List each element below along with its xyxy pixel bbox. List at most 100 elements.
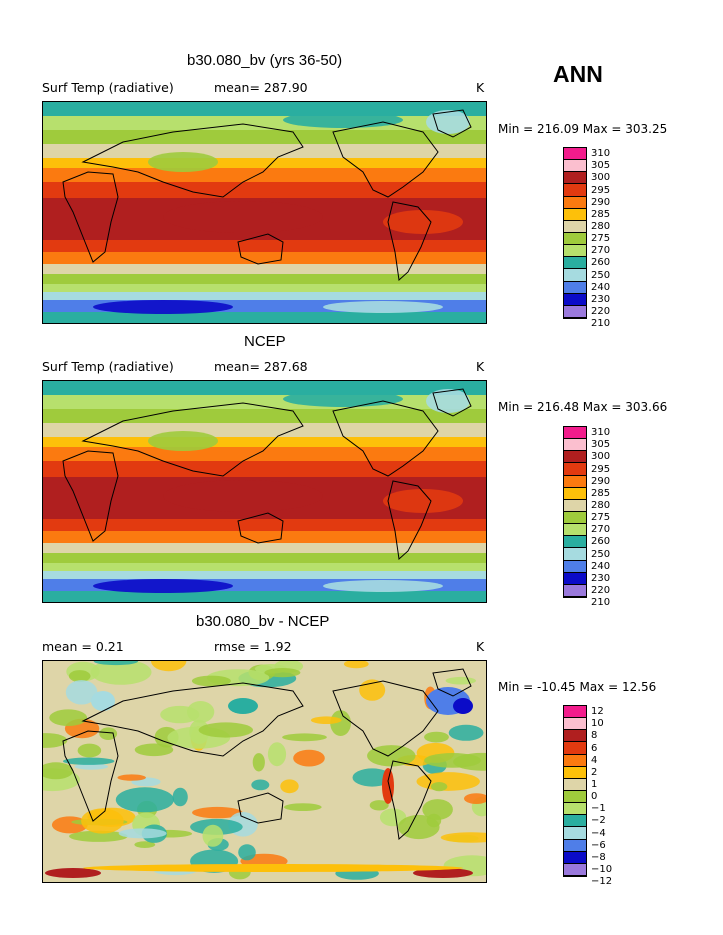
colorbar-swatch [564, 572, 586, 585]
colorbar-tick-label: 300 [591, 451, 611, 463]
map-band [43, 182, 486, 198]
map-band [43, 591, 486, 602]
map-patch [453, 698, 473, 714]
colorbar-tick-label: 280 [591, 220, 611, 232]
map-patch [202, 824, 224, 847]
colorbar-tick-label: −10 [591, 863, 613, 875]
colorbar-tick-label: 220 [591, 584, 611, 596]
map-patch [93, 300, 233, 314]
map-patch [280, 779, 299, 794]
colorbar-swatch [564, 742, 586, 755]
map-patch [445, 676, 476, 685]
map-band [43, 437, 486, 447]
map-patch [198, 722, 253, 738]
map-patch [464, 793, 486, 804]
map-patch [430, 782, 448, 792]
colorbar-tick-label: 290 [591, 196, 611, 208]
map-patch [160, 705, 200, 724]
colorbar-tick-label: 270 [591, 245, 611, 257]
panel-3-title: b30.080_bv - NCEP [196, 613, 330, 630]
panel-3-colorbar: 12 10 8 6 4 2 1 0 −1 −2 −4 −6 −8 −10 −12 [563, 705, 612, 887]
colorbar-swatch [564, 269, 586, 282]
panel-2-title: NCEP [244, 333, 286, 350]
colorbar-tick-label: 8 [591, 730, 598, 742]
colorbar-swatch [564, 863, 586, 876]
map-patch [49, 709, 88, 726]
colorbar-swatch [564, 791, 586, 804]
coastline [387, 760, 432, 840]
map-patch [383, 210, 463, 234]
panel-3-rmse-label: rmse = 1.92 [214, 639, 292, 654]
colorbar-swatch [564, 584, 586, 597]
colorbar-swatch [564, 293, 586, 306]
map-patch [323, 580, 443, 592]
coastline [332, 680, 439, 757]
colorbar-swatch [564, 839, 586, 852]
map-band [43, 409, 486, 423]
colorbar-swatch [564, 778, 586, 791]
colorbar-swatch [564, 257, 586, 270]
map-patch [359, 679, 386, 701]
map-band [43, 144, 486, 158]
colorbar-tick-label: 1 [591, 778, 598, 790]
colorbar-tick-label: 210 [591, 318, 611, 330]
map-band [43, 158, 486, 168]
panel-3-units: K [476, 639, 485, 654]
map-patch [330, 710, 351, 736]
coastline [332, 121, 439, 198]
colorbar-swatch [564, 439, 586, 452]
colorbar-swatch [564, 196, 586, 209]
colorbar-swatch [564, 754, 586, 767]
map-patch [93, 661, 139, 666]
map-band [43, 553, 486, 563]
map-band [43, 240, 486, 252]
colorbar-swatch [564, 512, 586, 525]
panel-2-minmax: Min = 216.48 Max = 303.66 [498, 400, 668, 414]
map-band [43, 571, 486, 579]
colorbar-tick-label: 300 [591, 172, 611, 184]
map-patch [228, 698, 258, 714]
map-band [43, 274, 486, 284]
panel-1-title: b30.080_bv (yrs 36-50) [187, 52, 343, 69]
map-band [43, 252, 486, 264]
map-patch [65, 680, 98, 705]
panel-1-mean-label: mean= 287.90 [214, 80, 308, 95]
panel-2-mean-label: mean= 287.68 [214, 359, 308, 374]
map-patch [369, 800, 389, 811]
colorbar-swatch [564, 305, 586, 318]
map-patch [68, 670, 91, 683]
map-band [43, 381, 486, 395]
colorbar-swatch [564, 815, 586, 828]
colorbar-swatch [564, 487, 586, 500]
panel-1-map [42, 101, 487, 324]
colorbar-tick-label: 295 [591, 184, 611, 196]
map-band [43, 563, 486, 571]
map-patch [81, 808, 124, 834]
map-patch [293, 749, 325, 767]
map-patch [91, 691, 115, 711]
map-band [43, 531, 486, 543]
map-patch [43, 733, 68, 748]
panel-1-units: K [476, 80, 485, 95]
colorbar-swatch [564, 536, 586, 549]
colorbar-tick-label: 285 [591, 208, 611, 220]
coastline [62, 171, 119, 263]
map-patch [284, 803, 322, 811]
colorbar-swatch [564, 281, 586, 294]
map-patch [83, 864, 463, 872]
colorbar-tick-label: 10 [591, 718, 604, 730]
colorbar-swatch [564, 827, 586, 840]
colorbar-swatch [564, 233, 586, 246]
colorbar-swatch [564, 718, 586, 731]
map-band [43, 543, 486, 553]
colorbar-tick-label: −1 [591, 803, 606, 815]
colorbar-tick-label: −2 [591, 815, 606, 827]
colorbar-tick-label: −8 [591, 851, 606, 863]
colorbar-swatch [564, 548, 586, 561]
coastline [81, 402, 304, 477]
colorbar-tick-label: 310 [591, 148, 611, 160]
colorbar-swatch [564, 475, 586, 488]
colorbar-tick-label: 210 [591, 597, 611, 609]
map-patch [283, 391, 403, 407]
coastline [62, 730, 119, 822]
